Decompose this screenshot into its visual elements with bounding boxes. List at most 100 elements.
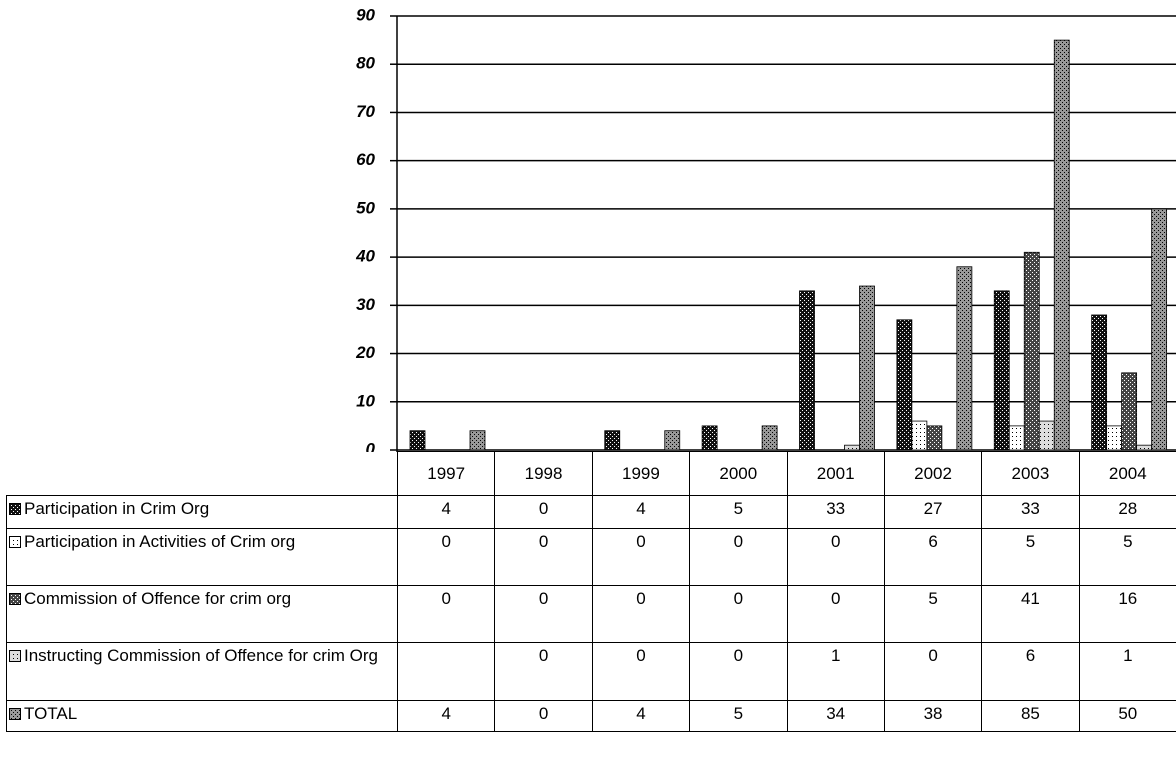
x-tick-label: 2003 <box>981 451 1080 496</box>
value-cell: 0 <box>591 528 691 586</box>
y-tick-label: 10 <box>356 391 375 410</box>
x-tick-label: 2001 <box>786 451 885 496</box>
value-cell: 5 <box>981 528 1080 586</box>
series-row: Participation in Crim Org 4 0 4 5 33 27 33 28 <box>6 495 1176 529</box>
value-cell: 0 <box>786 528 885 586</box>
y-tick-label: 30 <box>356 295 375 314</box>
value-cell: 0 <box>494 495 593 529</box>
value-cell: 5 <box>689 700 788 732</box>
y-tick-label: 70 <box>356 102 375 121</box>
value-cell: 0 <box>689 585 788 643</box>
bar <box>1023 251 1040 451</box>
chart: 0 10 20 30 40 50 60 70 80 90 <box>355 5 1176 452</box>
value-cell: 33 <box>786 495 885 529</box>
value-cell <box>396 642 496 701</box>
x-tick-label: 1998 <box>494 451 593 496</box>
bar <box>896 319 913 451</box>
bar <box>993 290 1010 451</box>
legend-swatch-fill <box>9 593 21 605</box>
bar <box>1038 420 1055 451</box>
legend-swatch <box>9 650 21 662</box>
legend-swatch <box>9 503 21 515</box>
legend-swatch <box>9 593 21 605</box>
value-cell: 50 <box>1078 700 1176 732</box>
legend-swatch <box>9 708 21 720</box>
value-cell: 0 <box>396 528 496 586</box>
value-cell: 0 <box>494 528 593 586</box>
value-cell: 0 <box>494 642 593 701</box>
value-cell: 0 <box>591 642 691 701</box>
y-tick-label: 20 <box>355 343 375 362</box>
x-tick-label: 2004 <box>1078 451 1176 496</box>
value-cell: 33 <box>981 495 1080 529</box>
bar <box>911 420 928 451</box>
bar <box>799 290 815 451</box>
value-cell: 0 <box>883 642 983 701</box>
value-cell: 28 <box>1078 495 1176 529</box>
bar <box>1091 314 1108 451</box>
bar <box>926 425 943 451</box>
bar <box>1151 208 1168 451</box>
value-cell: 0 <box>494 700 593 732</box>
legend-label: Participation in Activities of Crim org <box>24 532 296 551</box>
legend-cell: Participation in Crim Org <box>6 495 398 529</box>
value-cell: 1 <box>1078 642 1176 701</box>
bar <box>664 430 681 451</box>
legend-cell: Instructing Commission of Offence for cr… <box>6 642 398 701</box>
data-table: 1997 1998 1999 2000 2001 2002 2003 2004 Particip… <box>6 451 1176 732</box>
value-cell: 0 <box>689 642 788 701</box>
value-cell: 5 <box>883 585 983 643</box>
value-cell: 38 <box>883 700 983 732</box>
value-cell: 6 <box>981 642 1080 701</box>
legend-label: TOTAL <box>24 704 78 723</box>
x-tick-label: 2000 <box>689 451 788 496</box>
value-cell: 4 <box>396 700 496 732</box>
bar <box>604 430 621 451</box>
y-tick-label: 90 <box>356 5 375 24</box>
value-cell: 0 <box>396 585 496 643</box>
value-cell: 0 <box>689 528 788 586</box>
value-cell: 4 <box>396 495 496 529</box>
value-cell: 0 <box>591 585 691 643</box>
series-row: Commission of Offence for crim org 0 0 0 0 0 5… <box>6 585 1176 643</box>
legend-swatch-fill <box>9 503 21 515</box>
corner-cell <box>6 451 398 496</box>
legend-label: Instructing Commission of Offence for cr… <box>24 646 378 665</box>
value-cell: 34 <box>786 700 885 732</box>
y-tick-label: 0 <box>366 439 376 452</box>
bar <box>1008 425 1025 451</box>
legend-label: Participation in Crim Org <box>24 499 210 518</box>
bar <box>409 430 426 451</box>
value-cell: 4 <box>591 700 691 732</box>
y-tick-label: 60 <box>356 150 375 169</box>
bar <box>1106 425 1123 451</box>
value-cell: 0 <box>494 585 593 643</box>
bar <box>844 444 860 451</box>
value-cell: 85 <box>981 700 1080 732</box>
header-row: 1997 1998 1999 2000 2001 2002 2003 2004 <box>6 451 1176 496</box>
value-cell: 0 <box>786 585 885 643</box>
value-cell: 27 <box>883 495 983 529</box>
x-tick-label: 2002 <box>883 451 983 496</box>
value-cell: 5 <box>689 495 788 529</box>
y-tick-label: 50 <box>356 198 375 217</box>
series-row: TOTAL 4 0 4 5 34 38 85 50 <box>6 700 1176 732</box>
bar <box>761 425 778 451</box>
legend-cell: Participation in Activities of Crim org <box>6 528 398 586</box>
legend-swatch <box>9 536 21 548</box>
bar <box>859 285 875 451</box>
value-cell: 4 <box>591 495 691 529</box>
bar <box>956 266 973 451</box>
legend-swatch-fill <box>9 650 21 662</box>
y-tick-label: 80 <box>356 54 375 73</box>
y-tick-label: 40 <box>355 247 375 266</box>
bar <box>1053 39 1070 451</box>
value-cell: 6 <box>883 528 983 586</box>
value-cell: 41 <box>981 585 1080 643</box>
legend-cell: Commission of Offence for crim org <box>6 585 398 643</box>
series-row: Participation in Activities of Crim org 0… <box>6 528 1176 586</box>
bar <box>701 425 718 451</box>
value-cell: 16 <box>1078 585 1176 643</box>
bar <box>1136 444 1153 451</box>
